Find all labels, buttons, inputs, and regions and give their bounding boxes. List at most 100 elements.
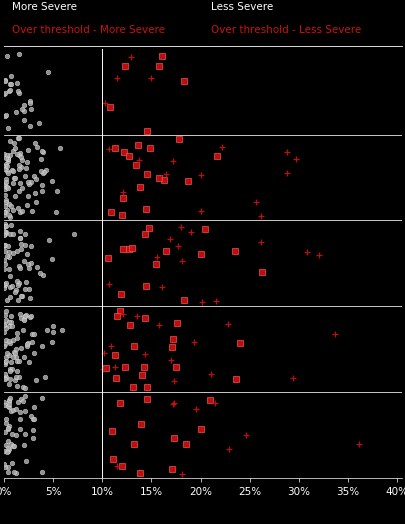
- Point: [166, 234, 173, 243]
- Point: [2, 111, 9, 119]
- Point: [315, 250, 322, 259]
- Point: [2, 77, 8, 85]
- Point: [1, 242, 8, 250]
- Point: [252, 198, 258, 206]
- Point: [121, 148, 127, 156]
- Point: [26, 96, 33, 105]
- Point: [17, 408, 23, 416]
- Point: [3, 441, 9, 450]
- Point: [39, 180, 45, 189]
- Point: [23, 342, 30, 351]
- Point: [19, 206, 26, 215]
- Point: [11, 192, 18, 201]
- Point: [38, 147, 45, 156]
- Point: [1, 182, 8, 190]
- Point: [4, 205, 10, 214]
- Point: [17, 226, 23, 235]
- Point: [136, 183, 143, 191]
- Point: [26, 357, 32, 366]
- Point: [180, 77, 187, 85]
- Point: [132, 161, 139, 169]
- Point: [1, 241, 8, 249]
- Point: [8, 358, 14, 366]
- Text: Over threshold - More Severe: Over threshold - More Severe: [12, 25, 164, 35]
- Point: [6, 283, 13, 291]
- Point: [12, 144, 19, 152]
- Point: [4, 402, 11, 410]
- Point: [28, 259, 34, 268]
- Point: [25, 260, 32, 269]
- Point: [17, 264, 23, 272]
- Point: [2, 401, 9, 409]
- Point: [31, 330, 37, 338]
- Point: [1, 90, 7, 98]
- Point: [23, 249, 30, 258]
- Point: [7, 318, 14, 326]
- Point: [4, 168, 11, 177]
- Point: [30, 348, 37, 357]
- Point: [22, 311, 29, 319]
- Point: [5, 380, 12, 388]
- Point: [37, 155, 44, 163]
- Point: [30, 433, 36, 442]
- Point: [30, 416, 36, 424]
- Point: [10, 146, 17, 155]
- Point: [25, 191, 32, 200]
- Point: [49, 177, 55, 185]
- Point: [15, 50, 22, 59]
- Point: [2, 370, 8, 378]
- Point: [146, 224, 152, 232]
- Point: [170, 399, 177, 407]
- Point: [2, 311, 9, 319]
- Point: [257, 238, 264, 247]
- Point: [49, 255, 55, 263]
- Point: [1, 227, 8, 235]
- Point: [1, 328, 7, 336]
- Point: [2, 220, 8, 228]
- Point: [292, 155, 298, 163]
- Point: [2, 373, 9, 381]
- Point: [21, 257, 27, 266]
- Point: [54, 187, 61, 195]
- Point: [188, 228, 194, 236]
- Point: [7, 394, 13, 402]
- Point: [3, 195, 9, 204]
- Point: [28, 105, 34, 113]
- Point: [2, 279, 9, 288]
- Point: [13, 353, 19, 362]
- Point: [113, 312, 120, 321]
- Point: [24, 178, 31, 187]
- Point: [128, 244, 135, 253]
- Point: [4, 252, 10, 260]
- Point: [143, 127, 149, 135]
- Point: [8, 71, 15, 80]
- Point: [1, 165, 8, 173]
- Point: [18, 395, 24, 403]
- Point: [6, 151, 13, 159]
- Point: [6, 272, 13, 280]
- Point: [17, 310, 23, 318]
- Point: [7, 406, 14, 414]
- Point: [202, 225, 208, 234]
- Point: [155, 62, 161, 70]
- Point: [171, 434, 177, 442]
- Point: [112, 144, 118, 152]
- Point: [141, 230, 148, 238]
- Point: [105, 279, 112, 288]
- Point: [18, 343, 25, 352]
- Point: [12, 376, 19, 384]
- Point: [13, 108, 20, 116]
- Point: [28, 412, 34, 420]
- Point: [116, 399, 122, 407]
- Point: [2, 222, 9, 230]
- Point: [211, 399, 217, 407]
- Point: [10, 442, 16, 450]
- Point: [7, 293, 13, 301]
- Point: [135, 156, 142, 165]
- Point: [3, 357, 9, 365]
- Point: [190, 338, 196, 346]
- Point: [129, 383, 136, 391]
- Point: [50, 328, 56, 336]
- Point: [5, 444, 11, 452]
- Point: [113, 374, 119, 382]
